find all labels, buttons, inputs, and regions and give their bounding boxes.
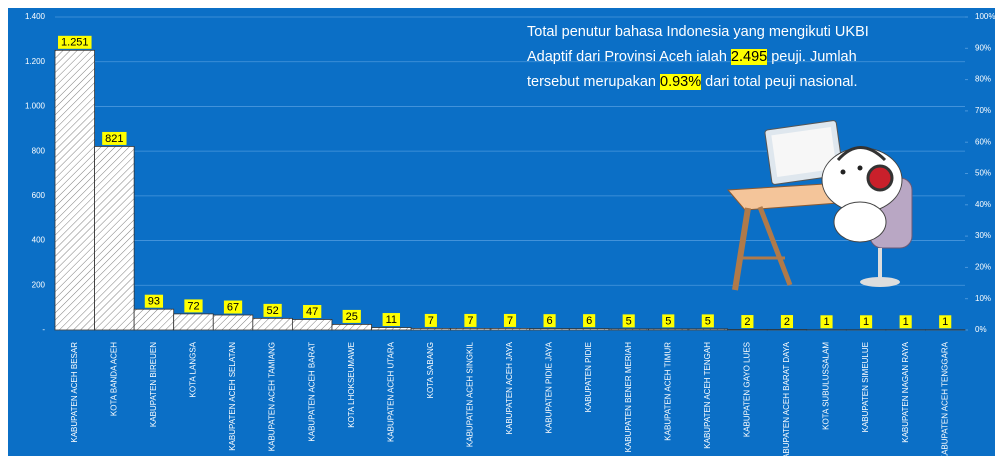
y-tick-label: 400 (32, 236, 46, 245)
value-label: 5 (626, 315, 632, 327)
x-tick-label: KABUPATEN ACEH SELATAN (228, 342, 237, 451)
x-tick-label: KABUPATEN ACEH JAYA (505, 341, 514, 434)
x-tick-label: KOTA SABANG (426, 342, 435, 398)
value-label: 6 (547, 315, 553, 327)
value-label: 72 (187, 300, 199, 312)
value-label: 7 (428, 315, 434, 327)
y2-tick-label: 20% (975, 263, 991, 272)
value-label: 1 (903, 316, 909, 328)
y-tick-label: 200 (32, 280, 46, 289)
value-label: 2 (744, 316, 750, 328)
bar (451, 328, 491, 330)
y2-tick-label: 100% (975, 12, 995, 21)
y2-tick-label: 50% (975, 169, 991, 178)
value-label: 1 (942, 316, 948, 328)
x-tick-label: KOTA SUBULUSSALAM (822, 342, 831, 430)
x-tick-label: KABUPATEN SIMEULUE (861, 342, 870, 432)
bar (372, 328, 412, 330)
x-tick-label: KABUPATEN BIREUEN (149, 342, 158, 427)
x-tick-label: KABUPATEN NAGAN RAYA (901, 341, 910, 442)
value-label: 2 (784, 316, 790, 328)
y2-tick-label: 10% (975, 294, 991, 303)
y2-tick-label: 30% (975, 231, 991, 240)
y-tick-label: 1.200 (25, 57, 46, 66)
bar (490, 328, 530, 330)
page: - 200 400 600 800 1.000 1.200 1.400 0% 10% 20% 30% 4… (0, 0, 1001, 460)
bar (292, 319, 332, 330)
highlight: 2.495 (731, 49, 767, 65)
bar (530, 329, 570, 330)
value-label: 1 (863, 316, 869, 328)
x-tick-label: KABUPATEN BENER MERIAH (624, 342, 633, 453)
bar (332, 324, 372, 330)
value-label: 5 (665, 315, 671, 327)
value-label: 1 (823, 316, 829, 328)
y2-tick-label: 40% (975, 200, 991, 209)
annotation: Total penutur bahasa Indonesia yang meng… (527, 20, 899, 95)
value-label: 7 (467, 315, 473, 327)
x-tick-label: KABUPATEN ACEH TAMIANG (268, 342, 277, 451)
y2-tick-label: 70% (975, 106, 991, 115)
x-tick-label: KOTA BANDA ACEH (109, 342, 118, 416)
bar (648, 329, 688, 330)
bar (174, 314, 214, 330)
bar (213, 315, 253, 330)
y-tick-label: 1.400 (25, 12, 46, 21)
x-tick-label: KABUPATEN GAYO LUES (743, 342, 752, 437)
bar (95, 146, 135, 330)
x-tick-label: KABUPATEN ACEH UTARA (386, 341, 395, 442)
x-tick-label: KABUPATEN PIDIE (584, 342, 593, 412)
y-tick-label: - (42, 325, 45, 334)
highlight: 0.93% (660, 74, 701, 90)
x-tick-label: KABUPATEN ACEH TENGAH (703, 342, 712, 449)
value-label: 821 (105, 133, 123, 145)
y2-tick-label: 0% (975, 325, 987, 334)
value-label: 5 (705, 315, 711, 327)
x-tick-label: KABUPATEN ACEH TIMUR (663, 342, 672, 441)
value-label: 25 (346, 311, 358, 323)
y2-tick-label: 90% (975, 43, 991, 52)
bar (609, 329, 649, 330)
bar (411, 328, 451, 330)
bar (134, 309, 174, 330)
annotation-text: dari total peuji nasional. (701, 74, 857, 90)
value-label: 52 (266, 305, 278, 317)
x-tick-label: KABUPATEN ACEH BARAT DAYA (782, 341, 791, 460)
y-tick-label: 1.000 (25, 102, 46, 111)
y-tick-label: 600 (32, 191, 46, 200)
bar (253, 318, 293, 330)
x-tick-label: KABUPATEN ACEH BESAR (70, 342, 79, 443)
value-label: 7 (507, 315, 513, 327)
value-label: 67 (227, 301, 239, 313)
value-label: 1.251 (61, 37, 89, 49)
value-label: 47 (306, 306, 318, 318)
x-tick-label: KABUPATEN PIDIE JAYA (545, 341, 554, 433)
x-tick-label: KOTA LHOKSEUMAWE (347, 342, 356, 428)
value-label: 93 (148, 296, 160, 308)
bar (688, 329, 728, 330)
x-tick-label: KABUPATEN ACEH SINGKIL (466, 341, 475, 447)
y2-tick-label: 60% (975, 137, 991, 146)
y-tick-label: 800 (32, 146, 46, 155)
x-tick-label: KABUPATEN ACEH TENGGARA (940, 341, 949, 460)
x-tick-label: KABUPATEN ACEH BARAT (307, 342, 316, 442)
value-label: 11 (386, 314, 397, 326)
bar (55, 50, 95, 330)
bar (569, 329, 609, 330)
y2-tick-label: 80% (975, 75, 991, 84)
value-label: 6 (586, 315, 592, 327)
x-tick-label: KOTA LANGSA (189, 341, 198, 397)
